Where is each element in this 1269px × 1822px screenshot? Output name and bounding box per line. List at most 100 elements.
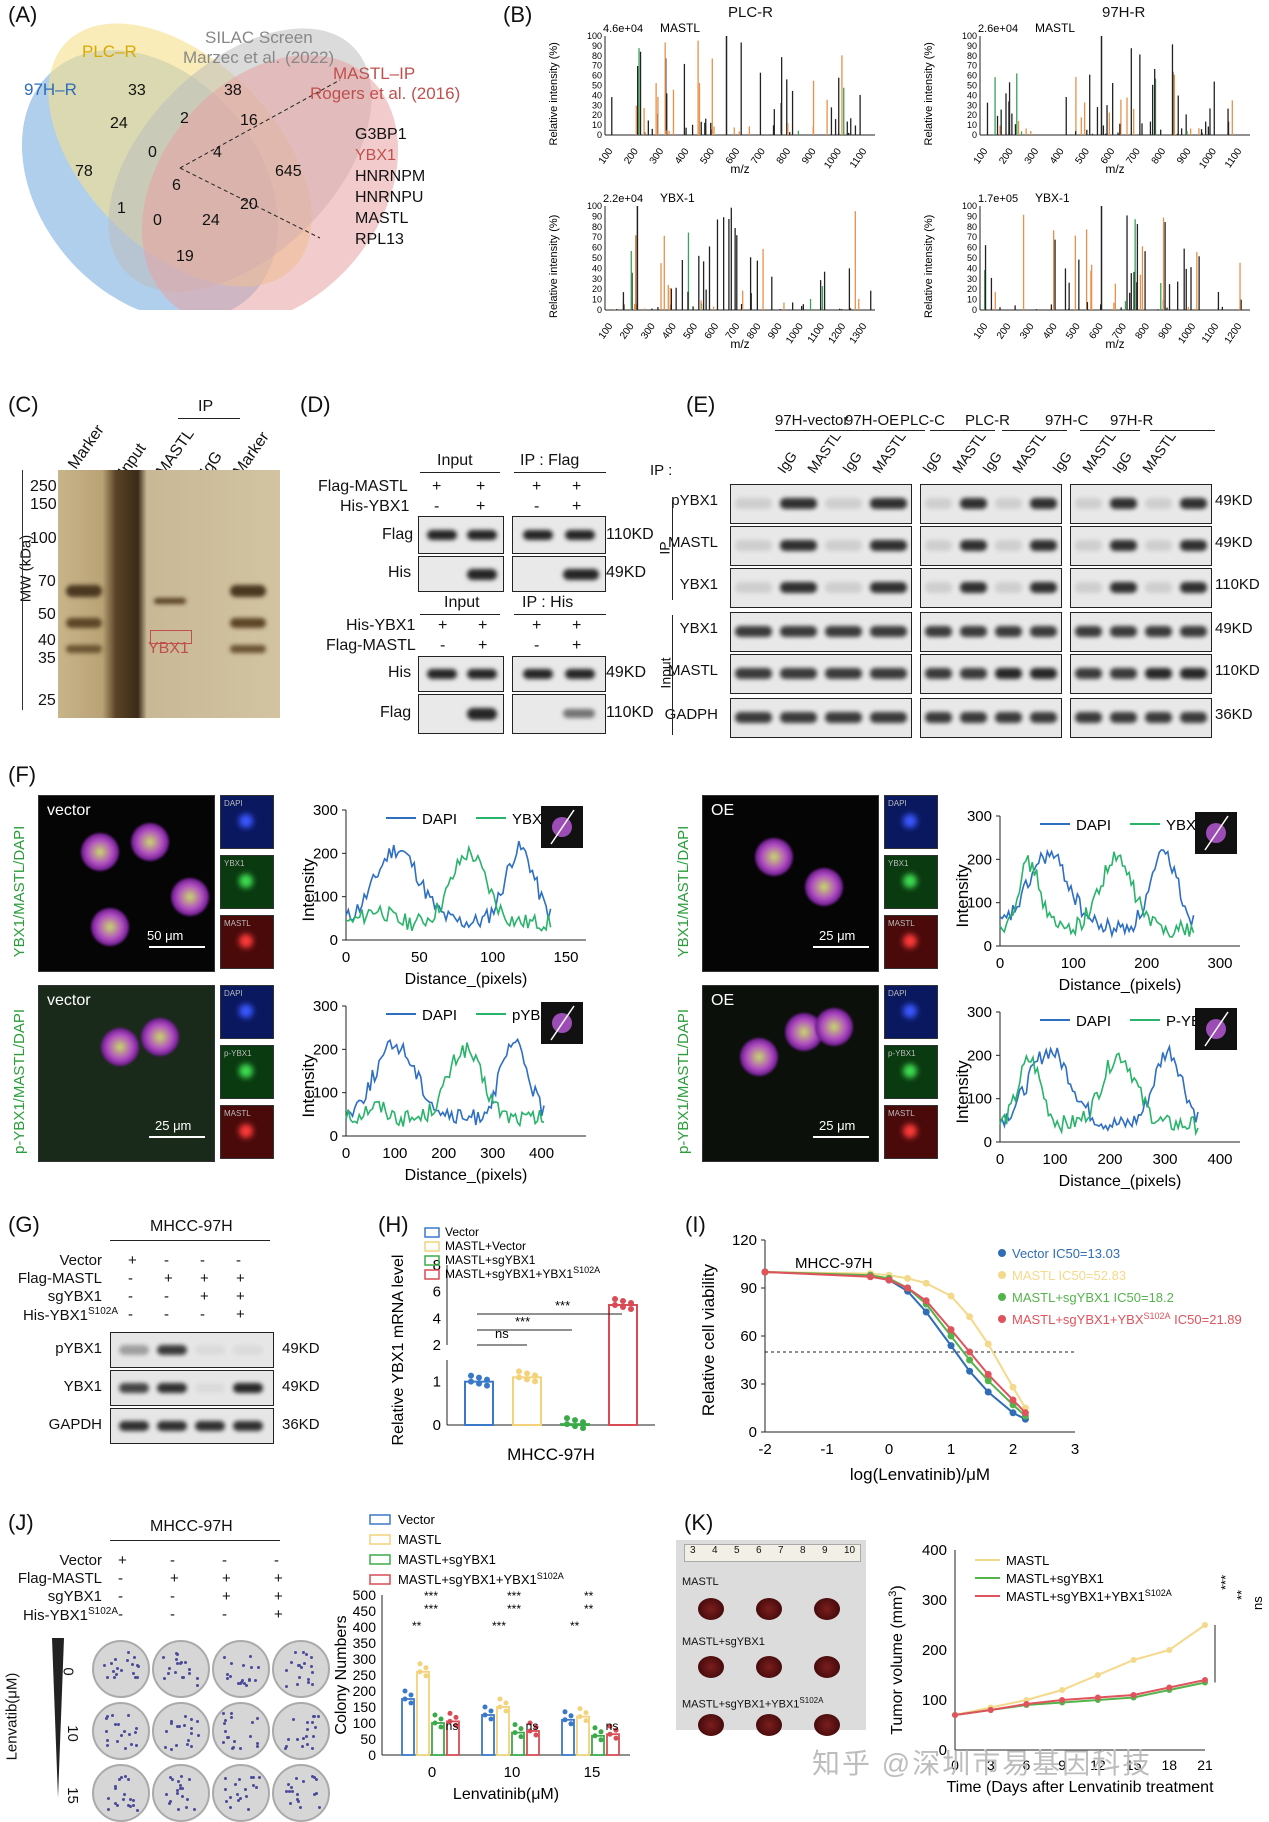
i-point — [904, 1274, 912, 1282]
blot-d-sign: - — [434, 498, 440, 515]
blot-j-condition: sgYBX1 — [47, 1588, 102, 1605]
blot-g-title: MHCC-97H — [150, 1218, 233, 1235]
i-xtick: 3 — [1071, 1441, 1079, 1458]
colony — [180, 1787, 184, 1791]
channel-cell — [903, 1064, 917, 1078]
profile-xtick: 300 — [1152, 1151, 1177, 1168]
ms-xtick: 1300 — [848, 321, 870, 346]
j-ytick: 200 — [353, 1683, 377, 1699]
j-dot — [583, 1710, 589, 1716]
profile-ytick: 200 — [313, 845, 338, 862]
j-bar — [416, 1670, 430, 1756]
colony — [184, 1714, 188, 1718]
ms-ytick: 50 — [592, 81, 602, 91]
colony — [310, 1656, 314, 1660]
legend-label-dapi: DAPI — [422, 811, 457, 828]
h-sig: *** — [515, 1314, 530, 1329]
colony — [193, 1807, 197, 1811]
j-dot — [583, 1718, 589, 1724]
ms-xlabel: m/z — [1105, 337, 1124, 351]
colony — [286, 1737, 290, 1741]
j-dot — [518, 1726, 524, 1732]
blot-band — [1145, 712, 1172, 723]
chart-i-viability: 0 30 60 90 120 -2 -1 0 1 2 3 Relative cell viabilit… — [699, 1232, 1242, 1484]
channel-thumbnail: DAPI — [884, 795, 938, 849]
colony — [190, 1744, 194, 1748]
cell — [815, 1008, 853, 1046]
tumor — [756, 1656, 782, 1678]
ms-xlabel: m/z — [730, 337, 749, 351]
blot-e-membrane — [1070, 526, 1212, 566]
ms-ytick: 10 — [592, 120, 602, 130]
blot-j-sign: - — [118, 1570, 123, 1587]
i-point — [1009, 1396, 1017, 1404]
blot-d-rule — [514, 614, 606, 615]
colony — [181, 1794, 185, 1798]
j-dot — [408, 1700, 414, 1706]
colony — [175, 1791, 179, 1795]
blot-g-membrane — [110, 1408, 274, 1444]
colony — [190, 1732, 194, 1736]
h-dot — [580, 1425, 586, 1432]
blot-band — [735, 668, 772, 679]
ms-ytick: 0 — [597, 305, 602, 315]
channel-cell — [239, 874, 253, 888]
blot-d-ip-his-2 — [512, 656, 606, 692]
ms-xtick: 1000 — [1177, 321, 1199, 346]
j-dot — [482, 1712, 488, 1718]
i-point — [984, 1370, 992, 1378]
k-legend-label: MASTL — [1006, 1553, 1049, 1568]
colony — [178, 1784, 182, 1788]
gel-marker-band — [230, 618, 266, 628]
k-xtick: 3 — [987, 1757, 995, 1773]
colony-dish — [272, 1764, 330, 1822]
colony — [179, 1786, 183, 1790]
blot-band — [825, 626, 862, 637]
profile-ylabel: Intensity — [299, 1054, 318, 1118]
colony — [125, 1659, 129, 1663]
i-xtick: 2 — [1009, 1441, 1017, 1458]
h-dot — [468, 1372, 474, 1379]
colony — [314, 1778, 318, 1782]
j-dot — [562, 1709, 568, 1715]
blot-j-sign: - — [170, 1588, 175, 1605]
channel-label: DAPI — [888, 799, 907, 808]
ms-xtick: 800 — [1134, 321, 1153, 341]
profile-xtick: 100 — [1061, 955, 1086, 972]
blot-g-title-rule — [110, 1240, 270, 1241]
colony — [237, 1798, 241, 1802]
venn-count: 16 — [240, 112, 258, 129]
colony — [223, 1777, 227, 1781]
j-dot — [482, 1704, 488, 1710]
cell — [171, 878, 209, 916]
colony — [310, 1683, 314, 1687]
blot-j-sign: + — [118, 1552, 127, 1569]
colony — [170, 1777, 174, 1781]
colony — [224, 1787, 228, 1791]
j-ytick: 150 — [353, 1699, 377, 1715]
i-xtick: 0 — [885, 1441, 893, 1458]
ms-xtick: 500 — [1064, 321, 1083, 341]
blot-band — [467, 569, 497, 580]
profile-xtick: 0 — [342, 1145, 350, 1162]
blot-e-group-rule — [1002, 430, 1067, 431]
colony-dish — [272, 1702, 330, 1760]
colony — [226, 1735, 230, 1739]
blot-d-kd: 49KD — [606, 564, 647, 581]
blot-e-kd: 49KD — [1215, 620, 1253, 637]
colony — [225, 1799, 229, 1803]
venn-count: 645 — [275, 163, 302, 180]
k-ytick: 200 — [922, 1642, 947, 1659]
j-dot — [512, 1722, 518, 1728]
profile-ytick: 0 — [330, 932, 338, 949]
blot-d-row-label: His — [388, 564, 412, 581]
colony — [132, 1804, 136, 1808]
profile-xtick: 50 — [411, 949, 428, 966]
venn-set-mastl-ip — [141, 55, 399, 310]
h-dot — [484, 1382, 490, 1389]
blot-band — [157, 1421, 187, 1431]
ms-ytick: 70 — [967, 61, 977, 71]
venn-label-mastl-ip: MASTL–IP — [333, 64, 416, 83]
ybx1-band-box — [150, 630, 192, 644]
superscript: S102A — [799, 1696, 824, 1705]
